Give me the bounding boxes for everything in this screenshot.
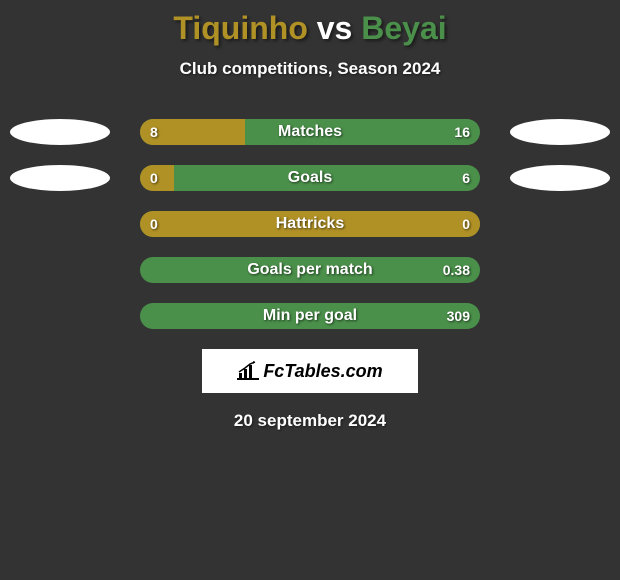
player2-name: Beyai bbox=[361, 10, 446, 46]
bar-right-value: 6 bbox=[462, 165, 470, 191]
bar-row: 06Goals bbox=[0, 165, 620, 191]
bar-right-value: 0 bbox=[462, 211, 470, 237]
page-title: Tiquinho vs Beyai bbox=[0, 0, 620, 47]
bar-left-value: 8 bbox=[150, 119, 158, 145]
player1-ellipse bbox=[10, 165, 110, 191]
player2-ellipse bbox=[510, 165, 610, 191]
bar-right-value: 16 bbox=[454, 119, 470, 145]
bar-row: 309Min per goal bbox=[0, 303, 620, 329]
player1-ellipse bbox=[10, 119, 110, 145]
player1-name: Tiquinho bbox=[173, 10, 307, 46]
bar-track bbox=[140, 257, 480, 283]
fctables-logo: FcTables.com bbox=[202, 349, 418, 393]
comparison-bars: 816Matches06Goals00Hattricks0.38Goals pe… bbox=[0, 119, 620, 329]
bar-right-value: 309 bbox=[447, 303, 470, 329]
bar-row: 0.38Goals per match bbox=[0, 257, 620, 283]
bar-track bbox=[140, 211, 480, 237]
bar-left-value: 0 bbox=[150, 211, 158, 237]
player2-ellipse bbox=[510, 119, 610, 145]
bar-fill-left bbox=[140, 211, 480, 237]
bar-row: 816Matches bbox=[0, 119, 620, 145]
bar-right-value: 0.38 bbox=[443, 257, 470, 283]
bar-track bbox=[140, 303, 480, 329]
bar-row: 00Hattricks bbox=[0, 211, 620, 237]
subtitle: Club competitions, Season 2024 bbox=[0, 59, 620, 79]
bar-track bbox=[140, 119, 480, 145]
bar-left-value: 0 bbox=[150, 165, 158, 191]
vs-text: vs bbox=[317, 10, 353, 46]
logo-text: FcTables.com bbox=[263, 361, 382, 382]
bar-track bbox=[140, 165, 480, 191]
date-text: 20 september 2024 bbox=[0, 411, 620, 431]
chart-icon bbox=[237, 361, 259, 381]
